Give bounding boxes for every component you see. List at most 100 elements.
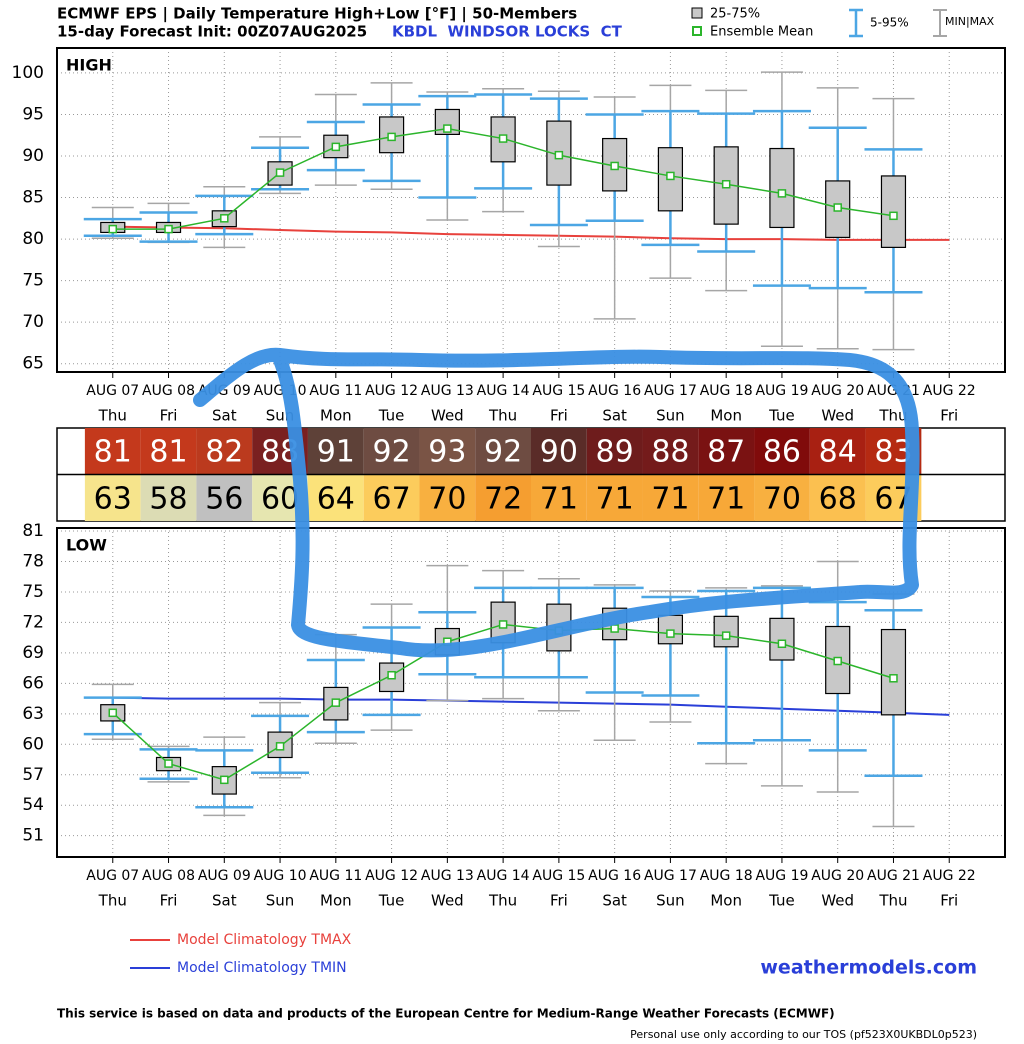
y-tick-label: 75 [22,582,44,602]
table-cell [586,428,643,474]
table-cell [698,428,755,474]
x-weekday-label: Mon [710,892,742,910]
y-tick-label: 54 [22,795,44,815]
legend-tmax: Model Climatology TMAX [177,932,352,948]
x-tick-label: AUG 18 [700,383,753,399]
table-cell [698,475,755,521]
y-tick-label: 80 [22,229,44,249]
x-weekday-label: Fri [940,892,958,910]
x-tick-label: AUG 19 [755,868,808,884]
table-cell [196,428,253,474]
table-value: 87 [707,435,745,470]
table-value: 71 [651,482,689,517]
x-weekday-label: Sun [656,407,685,425]
table-cell [419,475,476,521]
legend-box-icon [691,7,703,19]
y-tick-label: 70 [22,312,44,332]
table-cell [84,475,141,521]
table-value: 67 [372,482,410,517]
x-weekday-label: Fri [940,407,958,425]
table-cell [754,428,810,474]
mean-marker [721,179,731,189]
subtitle: 15-day Forecast Init: 00Z07AUG2025 [57,23,367,41]
x-tick-label: AUG 11 [309,868,362,884]
mean-marker [498,134,508,143]
charts: 65 70 75 80 85 90 95 100 HIGH AUG 07 Thu AUG 08 Fri A… [12,47,1006,910]
table-cell [84,428,141,474]
plot-frame [56,527,1006,858]
table-value: 71 [596,482,634,517]
table-value: 81 [94,435,132,470]
x-weekday-label: Tue [768,407,795,425]
x-tick-label: AUG 20 [811,868,864,884]
legend-box: 25-75% [710,7,760,22]
table-value: 70 [428,482,466,517]
mean-marker [387,670,396,680]
x-weekday-label: Wed [431,892,464,910]
x-weekday-label: Wed [431,407,464,425]
y-tick-label: 69 [22,643,44,663]
mean-marker [833,656,842,666]
mean-marker [833,203,842,212]
table-value: 86 [763,435,801,470]
table-cell [642,428,699,474]
mean-marker [387,132,396,142]
table-value: 90 [540,435,578,470]
legend-range: 5-95% [870,16,909,30]
x-weekday-label: Fri [160,892,178,910]
x-tick-label: AUG 07 [86,868,139,884]
y-tick-label: 66 [22,673,44,693]
mean-marker [331,142,341,152]
x-weekday-label: Sat [602,892,627,910]
x-tick-label: AUG 17 [644,383,697,399]
x-weekday-label: Tue [768,892,795,910]
x-tick-label: AUG 17 [644,868,697,884]
y-tick-label: 51 [22,826,44,846]
x-tick-label: AUG 20 [811,383,864,399]
x-tick-label: AUG 16 [588,383,641,399]
mean-marker [275,742,285,751]
y-tick-label: 75 [22,271,44,291]
x-weekday-label: Wed [821,407,854,425]
x-weekday-label: Sun [266,892,295,910]
x-tick-label: AUG 07 [86,383,139,399]
mean-marker [889,211,898,221]
table-cell [363,428,420,474]
table-cell [140,428,197,474]
range-whisker [752,586,811,742]
mean-marker [666,629,675,638]
climatology-line [112,225,950,241]
mean-marker [275,168,285,177]
mean-marker [777,639,787,649]
table-value: 93 [428,435,466,470]
title: ECMWF EPS | Daily Temperature High+Low [… [57,5,577,24]
x-tick-label: AUG 21 [867,868,920,884]
table-value: 89 [596,435,634,470]
y-tick-label: 78 [22,552,44,572]
x-weekday-label: Tue [378,407,405,425]
x-tick-label: AUG 22 [923,868,976,884]
mean-marker [164,224,173,234]
table-cell [475,428,531,474]
table-cell [754,475,810,521]
table-cell [809,475,866,521]
table-value: 71 [540,482,578,517]
table-value: 91 [317,435,355,470]
legend-tmin: Model Climatology TMIN [177,960,347,976]
x-tick-label: AUG 19 [755,383,808,399]
table-value: 71 [707,482,745,517]
x-weekday-label: Fri [160,407,178,425]
x-tick-label: AUG 18 [700,868,753,884]
table-cell [419,428,476,474]
x-tick-label: AUG 14 [477,383,530,399]
x-tick-label: AUG 13 [421,868,474,884]
mean-marker [777,189,787,198]
table-value: 68 [819,482,857,517]
legend-minmax: MIN|MAX [945,15,995,28]
x-tick-label: AUG 13 [421,383,474,399]
table-value: 92 [484,435,522,470]
x-tick-label: AUG 15 [532,383,585,399]
x-tick-label: AUG 08 [142,383,195,399]
table-cell [307,428,364,474]
